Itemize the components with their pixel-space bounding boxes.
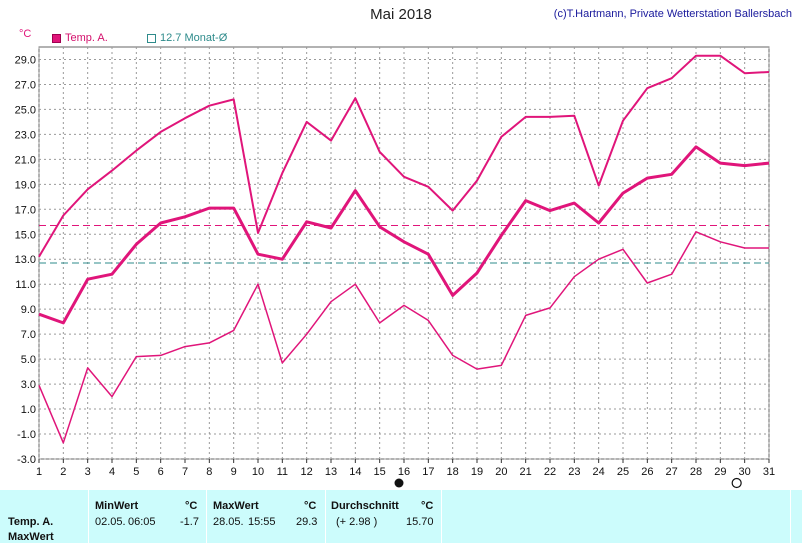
stats-row-label-temp: Temp. A. (8, 516, 54, 528)
x-tick-label: 2 (60, 466, 66, 478)
stats-divider (790, 490, 791, 543)
x-tick-label: 5 (133, 466, 139, 478)
x-tick-label: 4 (109, 466, 115, 478)
x-tick-label: 22 (544, 466, 556, 478)
marker-open-circle (731, 477, 742, 489)
stats-min-value: -1.7 (180, 516, 199, 528)
stats-min-date: 02.05. (95, 516, 126, 528)
x-tick-label: 15 (374, 466, 386, 478)
y-tick-label: 13.0 (15, 254, 36, 266)
y-tick-label: 29.0 (15, 54, 36, 66)
legend-label-temp: Temp. A. (65, 32, 108, 44)
x-tick-label: 20 (495, 466, 507, 478)
x-tick-label: 26 (641, 466, 653, 478)
marker-filled-circle (394, 478, 404, 488)
y-axis-unit: °C (19, 28, 32, 40)
y-tick-label: 21.0 (15, 154, 36, 166)
stats-avg-unit: °C (421, 500, 434, 512)
stats-max-unit: °C (304, 500, 317, 512)
x-tick-label: 1 (36, 466, 42, 478)
x-tick-label: 14 (349, 466, 361, 478)
y-tick-label: 19.0 (15, 179, 36, 191)
min-temperature-line (38, 231, 769, 444)
stats-max-time: 15:55 (248, 516, 276, 528)
credit-text: (c)T.Hartmann, Private Wetterstation Bal… (553, 8, 792, 20)
stats-max-value: 29.3 (296, 516, 318, 528)
stats-divider (88, 490, 89, 543)
y-tick-label: 1.0 (21, 404, 36, 416)
legend-swatch-temp (52, 33, 61, 43)
legend-swatch-average (147, 33, 156, 43)
y-tick-label: 5.0 (21, 354, 36, 366)
stats-row-label-max: MaxWert (8, 531, 54, 543)
stats-min-time: 06:05 (128, 516, 156, 528)
x-tick-label: 3 (85, 466, 91, 478)
x-tick-label: 16 (398, 466, 410, 478)
y-tick-label: 3.0 (21, 379, 36, 391)
x-tick-label: 9 (231, 466, 237, 478)
stats-max-header: MaxWert (213, 500, 259, 512)
x-tick-label: 24 (593, 466, 605, 478)
legend-label-average: 12.7 Monat-Ø (160, 32, 228, 44)
x-tick-label: 30 (739, 466, 751, 478)
stats-max-date: 28.05. (213, 516, 244, 528)
x-tick-label: 7 (182, 466, 188, 478)
x-tick-label: 6 (158, 466, 164, 478)
x-tick-label: 18 (447, 466, 459, 478)
stats-divider (206, 490, 207, 543)
y-tick-label: 27.0 (15, 79, 36, 91)
temperature-line (38, 145, 770, 325)
x-tick-label: 29 (714, 466, 726, 478)
x-tick-label: 19 (471, 466, 483, 478)
x-tick-label: 10 (252, 466, 264, 478)
y-tick-label: -1.0 (17, 429, 36, 441)
x-tick-label: 12 (301, 466, 313, 478)
chart-title: Mai 2018 (370, 6, 432, 23)
y-tick-label: 9.0 (21, 304, 36, 316)
stats-panel: Temp. A. MaxWert MinWert °C 02.05. 06:05… (0, 490, 802, 543)
x-tick-label: 27 (666, 466, 678, 478)
stats-avg-header: Durchschnitt (331, 500, 399, 512)
x-tick-label: 11 (277, 466, 288, 478)
legend-item-temp: Temp. A. (52, 32, 108, 44)
temperature-chart: 29.027.025.023.021.019.017.015.013.011.0… (15, 46, 775, 489)
x-tick-label: 28 (690, 466, 702, 478)
stats-avg-diff: (+ 2.98 ) (336, 516, 378, 528)
y-tick-label: 25.0 (15, 104, 36, 116)
x-tick-label: 25 (617, 466, 629, 478)
x-tick-label: 31 (763, 466, 775, 478)
stats-divider (325, 490, 326, 543)
stats-divider (441, 490, 442, 543)
y-tick-label: -3.0 (17, 454, 36, 466)
x-tick-label: 21 (520, 466, 532, 478)
y-tick-label: 17.0 (15, 204, 36, 216)
max-temperature-line (38, 54, 770, 258)
y-tick-label: 7.0 (21, 329, 36, 341)
x-tick-label: 13 (325, 466, 337, 478)
stats-min-header: MinWert (95, 500, 139, 512)
stats-avg-value: 15.70 (406, 516, 434, 528)
y-tick-label: 23.0 (15, 129, 36, 141)
legend-item-monthly-average: 12.7 Monat-Ø (147, 32, 227, 44)
y-tick-label: 11.0 (15, 279, 36, 291)
stats-min-unit: °C (185, 500, 198, 512)
x-tick-label: 17 (422, 466, 434, 478)
x-tick-label: 23 (568, 466, 580, 478)
y-tick-label: 15.0 (15, 229, 36, 241)
x-tick-label: 8 (206, 466, 212, 478)
